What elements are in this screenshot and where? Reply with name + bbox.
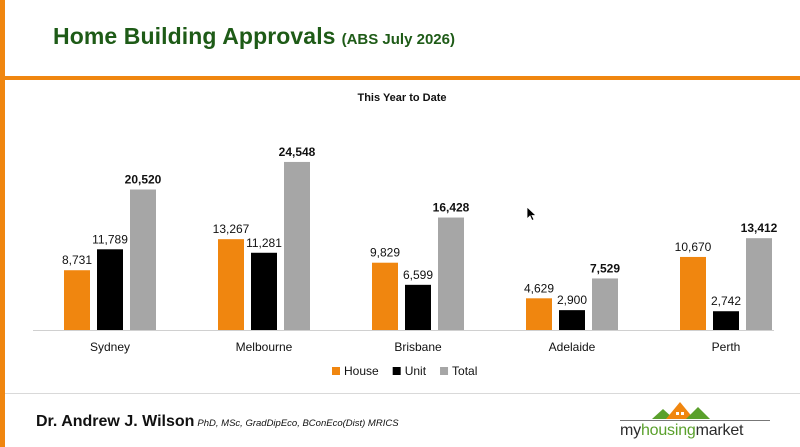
bar-house-perth — [680, 256, 706, 330]
data-label-house-melbourne: 13,267 — [213, 222, 250, 236]
footer-divider — [5, 393, 800, 394]
bar-unit-adelaide — [559, 310, 585, 330]
header-divider — [0, 76, 800, 80]
data-label-house-brisbane: 9,829 — [370, 246, 400, 260]
legend-label-house: House — [344, 364, 379, 378]
header: Home Building Approvals (ABS July 2026) — [5, 0, 800, 76]
data-label-unit-adelaide: 2,900 — [557, 293, 587, 307]
bar-total-adelaide — [592, 278, 618, 330]
bar-total-perth — [746, 238, 772, 330]
bar-total-melbourne — [284, 161, 310, 330]
category-label-adelaide: Adelaide — [549, 340, 596, 354]
author-name: Dr. Andrew J. Wilson — [36, 413, 195, 430]
data-label-total-melbourne: 24,548 — [279, 145, 316, 159]
houses-logo-icon — [652, 402, 710, 419]
legend-label-total: Total — [452, 364, 477, 378]
data-label-unit-perth: 2,742 — [711, 294, 741, 308]
bar-unit-perth — [713, 311, 739, 330]
data-label-unit-brisbane: 6,599 — [403, 268, 433, 282]
bar-total-brisbane — [438, 217, 464, 330]
title-block: Home Building Approvals (ABS July 2026) — [53, 23, 455, 50]
left-accent-bar — [0, 0, 5, 447]
page-title: Home Building Approvals — [53, 23, 336, 49]
bar-unit-brisbane — [405, 284, 431, 330]
category-label-brisbane: Brisbane — [394, 340, 442, 354]
bar-house-sydney — [64, 270, 90, 330]
bar-house-melbourne — [218, 239, 244, 330]
data-label-unit-melbourne: 11,281 — [246, 236, 282, 250]
legend-swatch-total — [440, 367, 449, 375]
chart-area: This Year to Date 8,731 11,789 20,520 Sydney… — [5, 80, 800, 392]
data-label-total-brisbane: 16,428 — [433, 201, 470, 215]
data-label-total-adelaide: 7,529 — [590, 261, 620, 275]
category-label-perth: Perth — [712, 340, 741, 354]
bar-total-sydney — [130, 189, 156, 330]
bar-unit-melbourne — [251, 252, 277, 330]
data-label-total-perth: 13,412 — [741, 221, 778, 235]
category-label-sydney: Sydney — [90, 340, 130, 354]
mouse-cursor-icon — [527, 207, 537, 221]
chart-title: This Year to Date — [357, 92, 446, 104]
author-credentials: PhD, MSc, GradDipEco, BConEco(Dist) MRIC… — [197, 418, 399, 429]
myhousingmarket-logo: myhousingmarket — [614, 398, 770, 442]
legend-label-unit: Unit — [405, 364, 427, 378]
data-label-house-perth: 10,670 — [675, 240, 712, 254]
logo-underline — [620, 420, 770, 421]
data-label-unit-sydney: 11,789 — [92, 232, 128, 246]
data-label-house-sydney: 8,731 — [62, 253, 92, 267]
bar-house-adelaide — [526, 298, 552, 330]
data-label-house-adelaide: 4,629 — [524, 281, 554, 295]
page-subtitle: (ABS July 2026) — [341, 31, 455, 48]
category-label-melbourne: Melbourne — [236, 340, 293, 354]
legend-swatch-unit — [392, 367, 401, 375]
logo-text: myhousingmarket — [620, 422, 744, 439]
author-credit: Dr. Andrew J. Wilson PhD, MSc, GradDipEco… — [36, 413, 399, 431]
bar-house-brisbane — [372, 262, 398, 330]
bar-unit-sydney — [97, 249, 123, 330]
data-label-total-sydney: 20,520 — [125, 173, 162, 187]
legend-swatch-house — [332, 367, 340, 375]
